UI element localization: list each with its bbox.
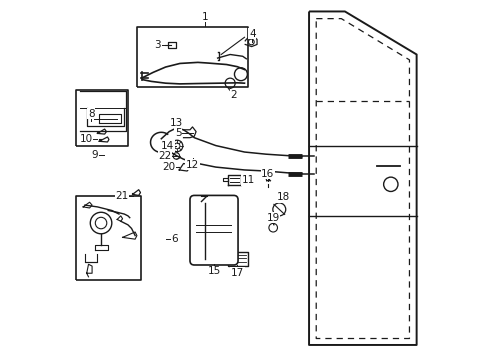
Text: 20: 20 xyxy=(162,162,175,172)
Text: 9: 9 xyxy=(91,150,98,160)
Text: 15: 15 xyxy=(207,266,220,276)
FancyBboxPatch shape xyxy=(190,195,238,265)
Text: 21: 21 xyxy=(115,191,128,201)
Text: 16: 16 xyxy=(261,168,274,179)
Text: 12: 12 xyxy=(185,159,199,170)
Text: 1: 1 xyxy=(202,12,208,22)
Text: 14: 14 xyxy=(161,141,174,151)
Text: 3: 3 xyxy=(154,40,161,50)
Text: 22: 22 xyxy=(158,151,171,161)
Text: 4: 4 xyxy=(248,29,255,39)
Text: 19: 19 xyxy=(266,213,279,222)
Text: 5: 5 xyxy=(175,129,181,138)
Text: 10: 10 xyxy=(79,135,92,144)
Text: 2: 2 xyxy=(230,90,237,100)
Text: 6: 6 xyxy=(171,234,178,244)
Text: 17: 17 xyxy=(230,267,244,278)
Text: 13: 13 xyxy=(169,118,183,128)
Text: 11: 11 xyxy=(241,175,254,185)
Text: 18: 18 xyxy=(276,192,289,202)
Text: 8: 8 xyxy=(88,109,95,119)
